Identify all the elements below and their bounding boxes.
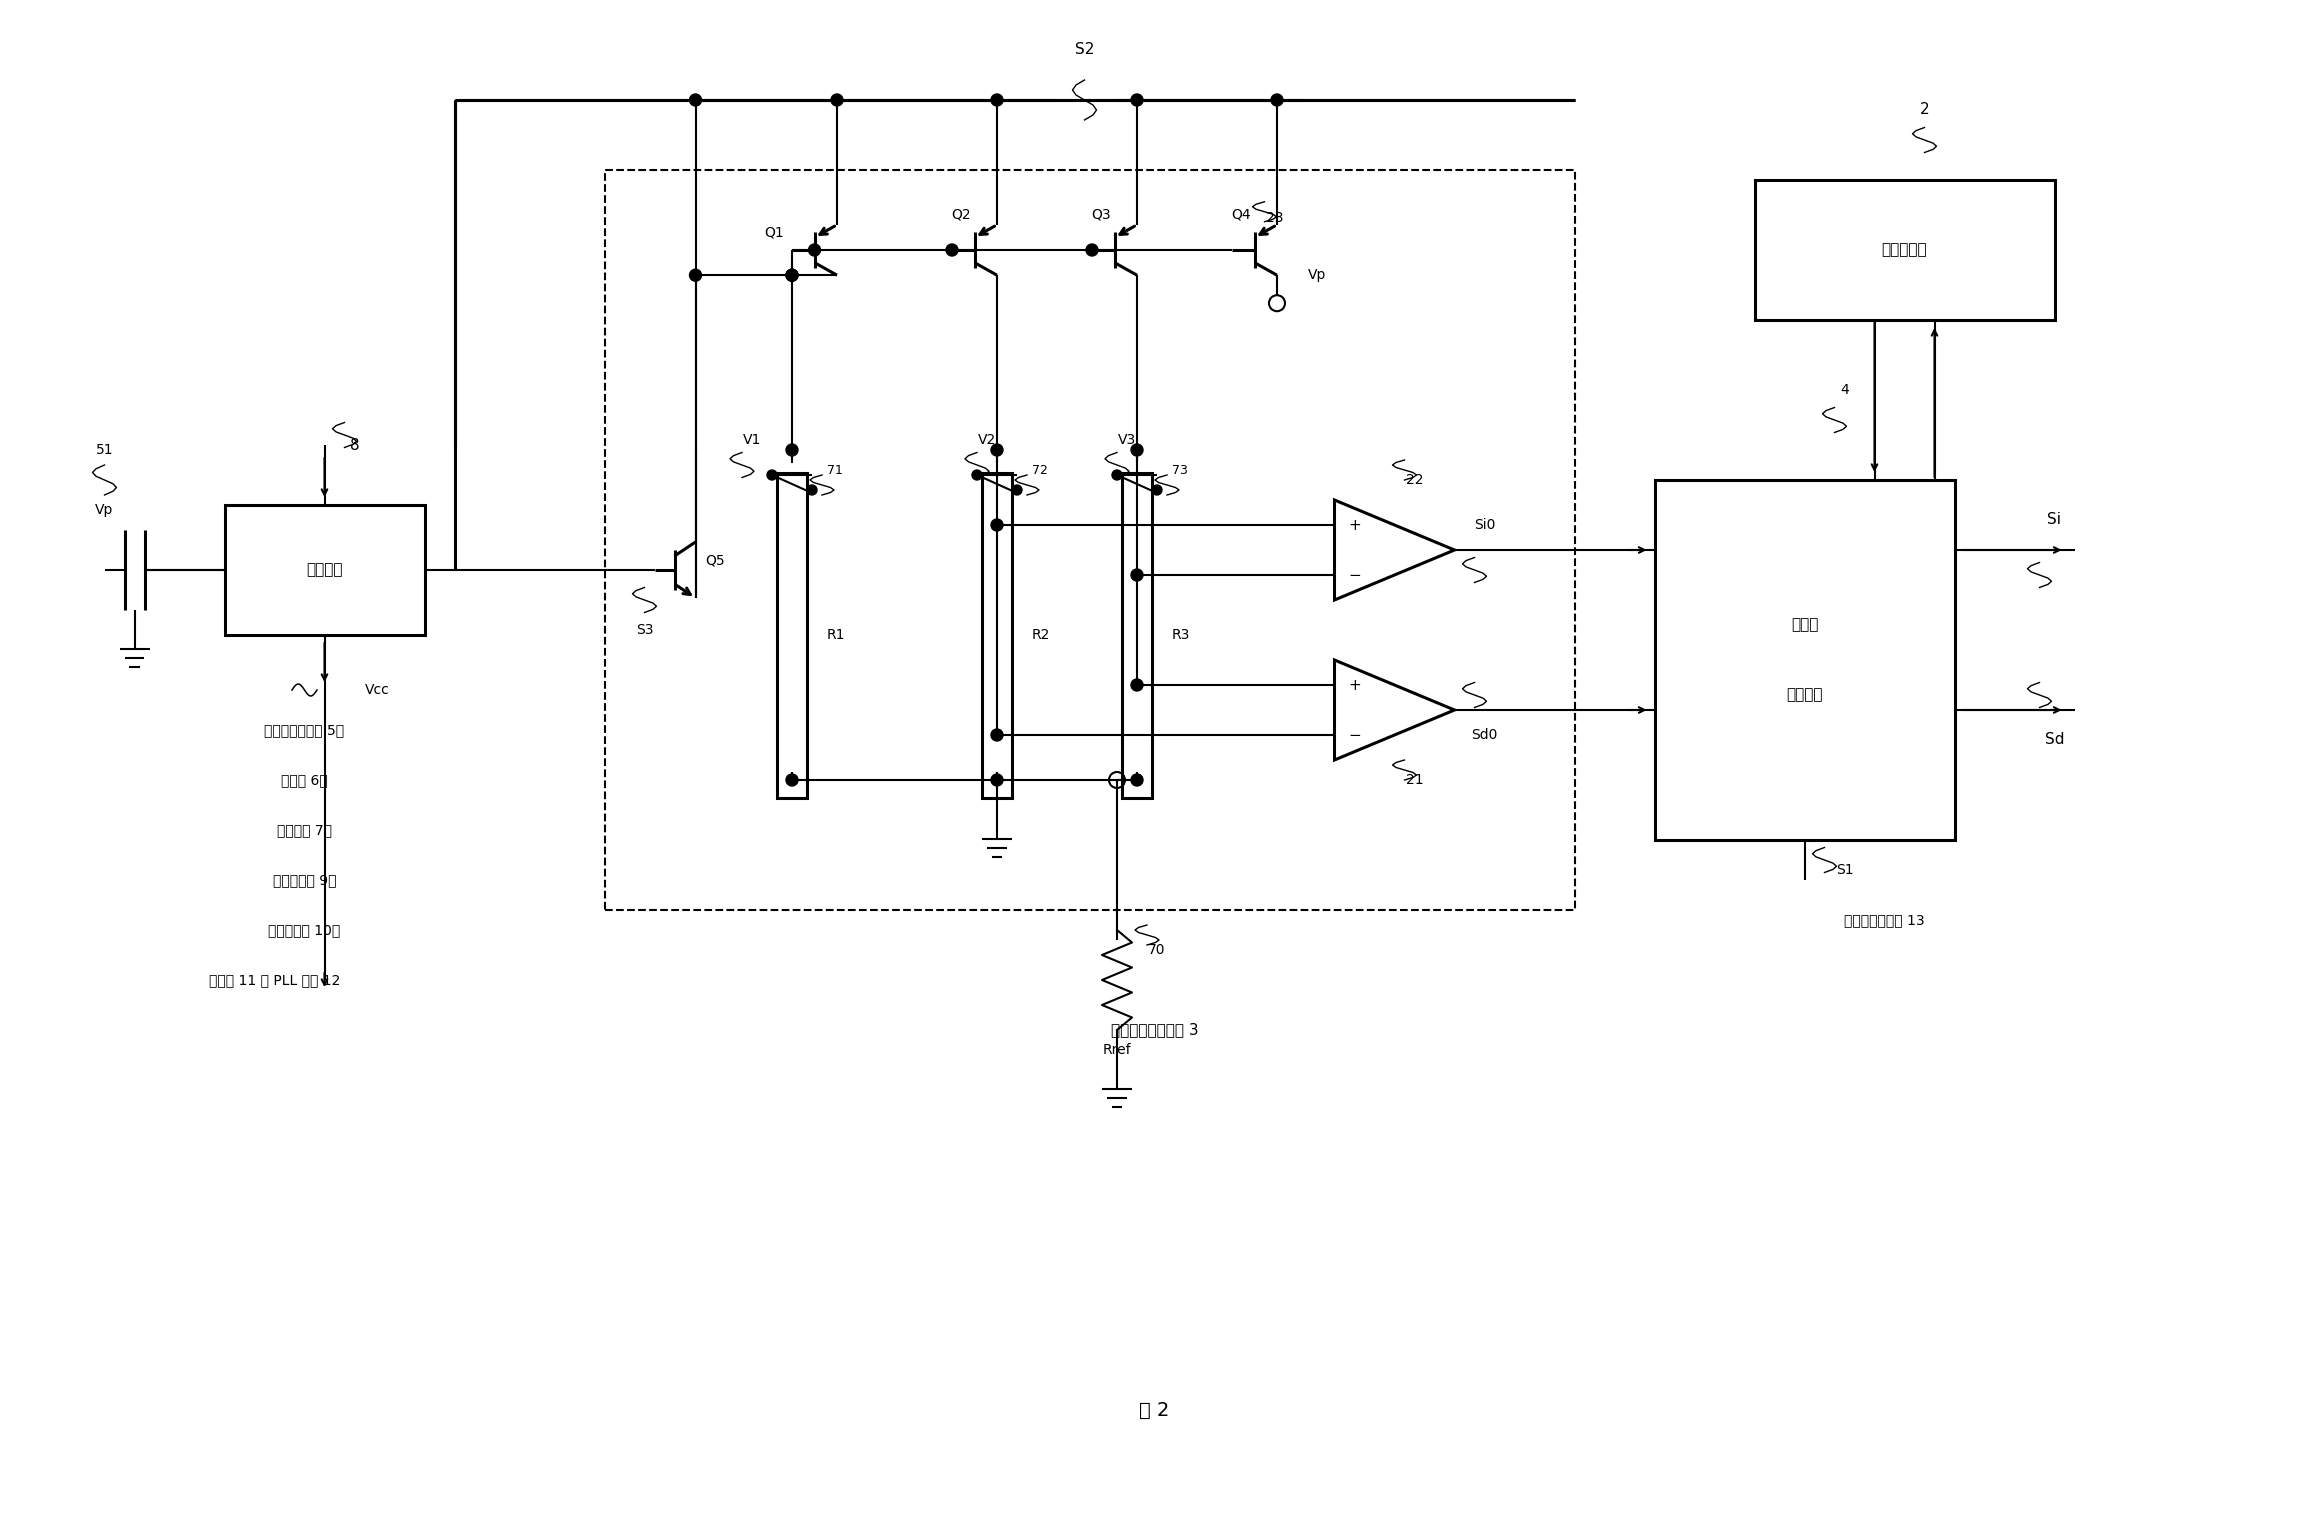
Circle shape [690, 269, 702, 282]
Text: R1: R1 [827, 627, 845, 643]
Text: S1: S1 [1836, 863, 1854, 877]
Circle shape [1131, 569, 1143, 581]
Text: Sd: Sd [2046, 733, 2064, 748]
Text: 恒电压源: 恒电压源 [307, 563, 342, 577]
Text: 中频电路 7、: 中频电路 7、 [277, 823, 332, 837]
Circle shape [1113, 470, 1122, 480]
Circle shape [991, 519, 1002, 531]
Text: S2: S2 [1074, 43, 1094, 58]
Text: 2: 2 [1919, 103, 1930, 118]
Text: 混频器 6、: 混频器 6、 [282, 773, 328, 786]
Text: −: − [1348, 727, 1360, 742]
Circle shape [1011, 485, 1023, 496]
Text: 71: 71 [827, 464, 843, 476]
Circle shape [991, 728, 1002, 741]
Text: 22: 22 [1406, 473, 1422, 487]
Text: 来自计数器电路 13: 来自计数器电路 13 [1845, 913, 1926, 927]
Bar [778, 473, 808, 797]
Text: 8: 8 [349, 438, 360, 453]
Text: Vp: Vp [1307, 268, 1325, 282]
Text: −: − [1348, 568, 1360, 583]
Text: 21: 21 [1406, 773, 1422, 786]
Bar [1755, 181, 2055, 320]
Circle shape [785, 444, 799, 456]
Text: Q1: Q1 [764, 225, 783, 239]
Text: 23: 23 [1265, 211, 1284, 225]
Bar [605, 170, 1575, 910]
Text: Si0: Si0 [1473, 519, 1496, 532]
Text: V3: V3 [1118, 433, 1136, 447]
Text: Q3: Q3 [1092, 207, 1111, 220]
Circle shape [947, 243, 958, 256]
Text: Rref: Rref [1104, 1043, 1131, 1057]
Circle shape [1131, 774, 1143, 786]
Text: R3: R3 [1173, 627, 1191, 643]
Circle shape [1152, 485, 1161, 496]
Text: S3: S3 [635, 623, 653, 636]
Text: 图 2: 图 2 [1138, 1400, 1171, 1420]
Text: Si: Si [2048, 513, 2062, 528]
Circle shape [991, 774, 1002, 786]
Text: Vp: Vp [95, 503, 113, 517]
Text: V1: V1 [743, 433, 762, 447]
Circle shape [991, 444, 1002, 456]
Polygon shape [1335, 500, 1455, 600]
Circle shape [808, 485, 817, 496]
Bar [1656, 480, 1953, 840]
Text: 缓冲器电路 9、: 缓冲器电路 9、 [272, 874, 337, 887]
Text: 分频器 11 及 PLL 电路 12: 分频器 11 及 PLL 电路 12 [208, 973, 339, 987]
Text: Q2: Q2 [951, 207, 970, 220]
Circle shape [972, 470, 981, 480]
Text: 去往高频放大器 5、: 去往高频放大器 5、 [266, 724, 344, 737]
Circle shape [690, 93, 702, 106]
Text: Sd0: Sd0 [1471, 728, 1499, 742]
Text: 72: 72 [1032, 464, 1048, 476]
Circle shape [808, 243, 820, 256]
Polygon shape [1335, 659, 1455, 760]
Text: R2: R2 [1032, 627, 1051, 643]
Text: 73: 73 [1173, 464, 1187, 476]
Circle shape [785, 269, 799, 282]
Text: V2: V2 [979, 433, 995, 447]
Text: Vcc: Vcc [365, 682, 390, 698]
Circle shape [1131, 444, 1143, 456]
Text: 偏置电流检出电路 3: 偏置电流检出电路 3 [1111, 1022, 1198, 1037]
Circle shape [767, 470, 778, 480]
Bar [224, 505, 425, 635]
Text: 制器电路: 制器电路 [1787, 687, 1822, 702]
Circle shape [1131, 93, 1143, 106]
Circle shape [1131, 679, 1143, 692]
Text: 存储器电路: 存储器电路 [1882, 242, 1928, 257]
Text: Q5: Q5 [707, 552, 725, 568]
Circle shape [785, 269, 799, 282]
Circle shape [991, 93, 1002, 106]
Text: 电流控: 电流控 [1792, 618, 1817, 632]
Bar [1122, 473, 1152, 797]
Text: Q4: Q4 [1231, 207, 1251, 220]
Text: 70: 70 [1148, 942, 1166, 956]
Text: 51: 51 [95, 444, 113, 457]
Text: +: + [1348, 678, 1360, 693]
Circle shape [1085, 243, 1099, 256]
Text: 4: 4 [1840, 382, 1850, 396]
Text: 本地振荡器 10、: 本地振荡器 10、 [268, 923, 342, 936]
Circle shape [831, 93, 843, 106]
Circle shape [1270, 93, 1284, 106]
Text: +: + [1348, 517, 1360, 532]
Circle shape [785, 774, 799, 786]
Bar [981, 473, 1011, 797]
